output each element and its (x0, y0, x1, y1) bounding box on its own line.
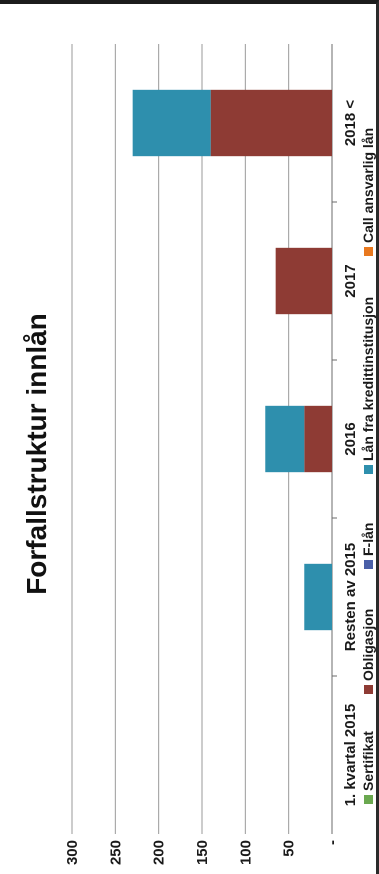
legend-swatch (364, 247, 373, 256)
x-category-label: Resten av 2015 (342, 543, 359, 651)
legend-swatch (364, 560, 373, 569)
y-tick-label: 50 (281, 840, 298, 857)
x-category-label: 2017 (342, 264, 359, 297)
bars (132, 89, 333, 631)
legend-swatch (364, 685, 373, 694)
legend: Sertifikat Obligasjon F-lån Lån fra kreditt… (360, 128, 376, 804)
y-axis-ticks: - 50 100 150 200 250 300 (64, 840, 341, 865)
x-category-label: 1. kvartal 2015 (342, 704, 359, 807)
legend-label: F-lån (360, 523, 376, 556)
bar-segment (132, 89, 211, 157)
bar-segment (265, 405, 305, 473)
y-tick-label: 150 (194, 840, 211, 865)
y-tick-label: 200 (151, 840, 168, 865)
x-category-label: 2016 (342, 422, 359, 455)
bar-segment (304, 405, 332, 473)
x-axis-categories: 1. kvartal 2015 Resten av 2015 2016 2017 201… (332, 100, 359, 807)
y-tick-label: 100 (237, 840, 254, 865)
legend-swatch (364, 795, 373, 804)
chart-title: Forfallstruktur innlån (21, 313, 52, 595)
legend-label: Obligasjon (360, 609, 376, 681)
legend-label: Sertifikat (360, 731, 376, 791)
legend-label: Lån fra kredittinstitusjon (360, 297, 376, 461)
y-tick-label: 250 (107, 840, 124, 865)
bar-segment (304, 563, 332, 631)
legend-label: Call ansvarlig lån (360, 128, 376, 243)
y-tick-label: - (324, 840, 341, 845)
legend-swatch (364, 465, 373, 474)
bar-segment (275, 247, 332, 315)
y-tick-label: 300 (64, 840, 81, 865)
x-category-label: 2018 < (342, 100, 359, 147)
bar-segment (210, 89, 333, 157)
